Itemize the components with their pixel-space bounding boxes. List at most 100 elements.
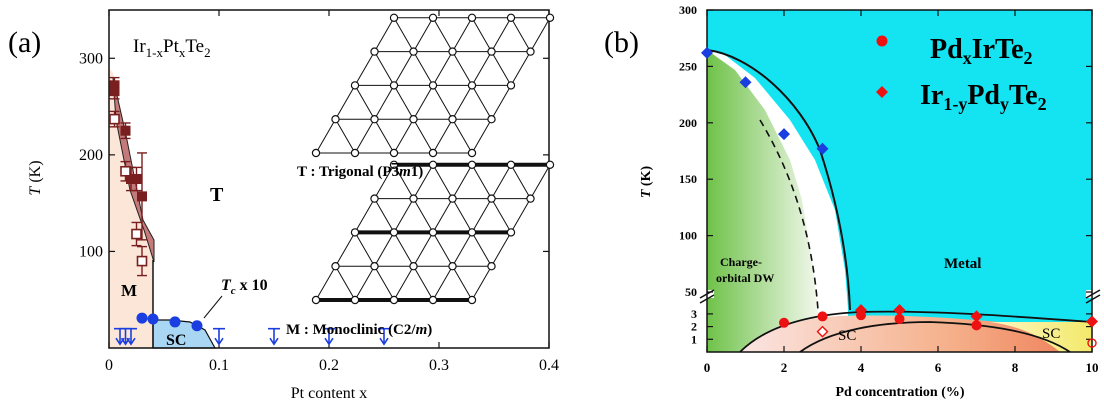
data-point-filled-square (109, 86, 120, 97)
legend-marker-circle (876, 35, 888, 47)
lattice-bond (530, 17, 551, 52)
y-tick-label-a: 200 (79, 147, 103, 164)
region-label-m: M (121, 281, 137, 300)
data-point-open-square (131, 228, 142, 240)
lattice-atom (467, 160, 477, 169)
lattice-bond (471, 164, 492, 199)
lattice-bond (452, 164, 473, 199)
lattice-atom (467, 295, 477, 305)
data-point-filled-circle (169, 316, 181, 328)
lattice-bond (452, 17, 473, 52)
lattice-atom (506, 81, 516, 90)
lattice-atom (389, 160, 399, 169)
lattice-bond (432, 198, 453, 233)
legend-marker-diamond (876, 86, 888, 98)
lattice-bond (393, 118, 414, 154)
x-tick-label-a: 0.3 (429, 357, 449, 374)
lattice-atom (409, 262, 418, 271)
lattice-bond (413, 85, 434, 120)
data-point-filled-circle (136, 312, 148, 324)
marks-b (701, 46, 1098, 348)
data-point-open-square (136, 255, 148, 267)
legend-label-2: Ir1-yPdyTe2 (920, 80, 1047, 114)
y-tick-label-b: 1 (691, 332, 697, 346)
lattice-bond (452, 51, 473, 86)
region-label-cdw-1: Charge- (720, 255, 762, 269)
data-point-circle (779, 317, 789, 328)
lattice-atom (389, 13, 399, 22)
lattice-atom (467, 81, 477, 90)
lattice-bond (471, 51, 492, 86)
lattice-atom (331, 262, 340, 271)
data-point-filled-circle (191, 320, 203, 332)
trigonal-caption: T : Trigonal (P3m1) (297, 164, 423, 180)
data-point-diamond (701, 46, 713, 59)
data-point-circle (894, 313, 905, 324)
lattice-bond (452, 232, 473, 267)
lattice-atom (428, 160, 438, 169)
lattice-atom (448, 114, 457, 124)
axes-frame-b (706, 9, 1093, 353)
lattice-bond (432, 265, 453, 301)
y-tick-label-b: 150 (679, 172, 697, 186)
lattice-bond (432, 232, 453, 267)
lattice-bond (335, 118, 356, 154)
lattice-atom (428, 295, 438, 305)
lattice-bond (374, 232, 395, 267)
data-point-diamond (739, 76, 752, 89)
lattice-bond (335, 265, 356, 301)
x-tick-label-b: 2 (781, 360, 788, 375)
lattice-bond (452, 85, 473, 120)
lattice-bond (432, 51, 453, 86)
compound-label-a: Ir1-xPtxTe2 (133, 36, 211, 60)
lattice-bond (491, 51, 512, 86)
monoclinic-caption: M : Monoclinic (C2/m) (286, 322, 432, 338)
data-point-diamond (1086, 315, 1098, 328)
lattice-atom (428, 228, 438, 237)
lattice-bond (413, 118, 434, 154)
panel-b-label: (b) (604, 26, 639, 59)
y-tick-label-b: 50 (685, 285, 697, 299)
y-tick-label-b: 2 (691, 320, 697, 334)
x-tick-label-a: 0 (105, 357, 113, 374)
lattice-bond (471, 118, 492, 154)
data-point-filled-square (131, 174, 142, 184)
axis-ticks-a: 0 0.1 0.2 0.3 0.4 100 200 300 (79, 10, 559, 374)
region-cdw-green-fill (707, 50, 818, 352)
lattice-atom (350, 228, 360, 237)
lattice-atom (545, 13, 555, 22)
lattice-atom (428, 81, 438, 90)
lattice-bond (393, 232, 414, 267)
lattice-bond (335, 232, 356, 267)
data-point-diamond (893, 304, 906, 317)
lattice-atom (545, 160, 555, 169)
lattice-bond (471, 232, 492, 267)
x-axis-label-a: Pt content x (291, 385, 367, 402)
lattice-atom (350, 148, 360, 158)
lattice-bond (471, 85, 492, 120)
data-point-diamond (855, 304, 867, 317)
lattice-bond (491, 85, 512, 120)
lattice-bond (393, 198, 414, 233)
lattice-atom (467, 148, 477, 158)
lattice-atom (311, 148, 321, 158)
lattice-atom (370, 262, 379, 271)
lattice-atom (350, 295, 360, 305)
lattice-bond (374, 118, 395, 154)
region-sc-fill-b (740, 315, 1092, 352)
x-tick-label-b: 0 (704, 360, 711, 375)
lattice-atom (506, 160, 516, 169)
lattice-atom (487, 114, 496, 124)
region-label-sc: SC (166, 332, 186, 349)
lattice-bond (374, 17, 395, 52)
tc-annotation-leader (203, 295, 223, 319)
lattice-atom (350, 81, 360, 90)
lattice-bond (432, 164, 453, 199)
lattice-bond (354, 232, 375, 267)
x-axis-label-b: Pd concentration (%) (835, 385, 964, 400)
x-tick-label-a: 0.1 (209, 357, 229, 374)
lattice-atom (448, 47, 457, 56)
y-tick-label-a: 300 (79, 50, 103, 67)
